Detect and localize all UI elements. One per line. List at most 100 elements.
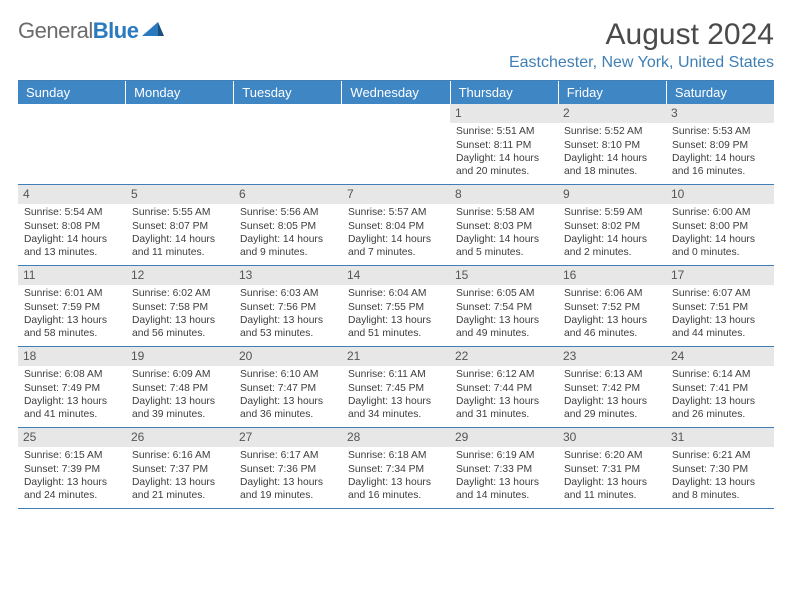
sunset-text: Sunset: 7:41 PM: [672, 382, 768, 395]
day-number: 16: [558, 266, 666, 285]
day-cell: 17Sunrise: 6:07 AMSunset: 7:51 PMDayligh…: [666, 266, 774, 346]
location-subtitle: Eastchester, New York, United States: [509, 54, 774, 72]
calendar: SundayMondayTuesdayWednesdayThursdayFrid…: [18, 80, 774, 509]
sunset-text: Sunset: 7:36 PM: [240, 463, 336, 476]
logo: GeneralBlue: [18, 18, 164, 44]
sunset-text: Sunset: 7:58 PM: [132, 301, 228, 314]
day-number: 2: [558, 104, 666, 123]
sunset-text: Sunset: 8:11 PM: [456, 139, 552, 152]
day-cell: 21Sunrise: 6:11 AMSunset: 7:45 PMDayligh…: [342, 347, 450, 427]
day-cell: 31Sunrise: 6:21 AMSunset: 7:30 PMDayligh…: [666, 428, 774, 508]
sunrise-text: Sunrise: 6:13 AM: [564, 368, 660, 381]
sunrise-text: Sunrise: 6:09 AM: [132, 368, 228, 381]
day-number: 24: [666, 347, 774, 366]
daylight-text: Daylight: 13 hours and 49 minutes.: [456, 314, 552, 340]
weekday-header: Monday: [126, 81, 234, 104]
sunrise-text: Sunrise: 6:05 AM: [456, 287, 552, 300]
month-title: August 2024: [509, 18, 774, 52]
sunset-text: Sunset: 7:48 PM: [132, 382, 228, 395]
sunrise-text: Sunrise: 5:56 AM: [240, 206, 336, 219]
day-cell: 26Sunrise: 6:16 AMSunset: 7:37 PMDayligh…: [126, 428, 234, 508]
day-number: 3: [666, 104, 774, 123]
sunset-text: Sunset: 7:34 PM: [348, 463, 444, 476]
sunrise-text: Sunrise: 5:59 AM: [564, 206, 660, 219]
sunset-text: Sunset: 7:55 PM: [348, 301, 444, 314]
sunset-text: Sunset: 8:08 PM: [24, 220, 120, 233]
day-cell: 20Sunrise: 6:10 AMSunset: 7:47 PMDayligh…: [234, 347, 342, 427]
sunset-text: Sunset: 7:39 PM: [24, 463, 120, 476]
weekday-header: Thursday: [451, 81, 559, 104]
logo-triangle-icon: [142, 20, 164, 43]
daylight-text: Daylight: 13 hours and 11 minutes.: [564, 476, 660, 502]
day-number: 10: [666, 185, 774, 204]
day-number: 20: [234, 347, 342, 366]
sunrise-text: Sunrise: 6:19 AM: [456, 449, 552, 462]
day-number: 29: [450, 428, 558, 447]
day-cell: .: [234, 104, 342, 184]
sunrise-text: Sunrise: 6:03 AM: [240, 287, 336, 300]
day-number: 5: [126, 185, 234, 204]
day-cell: 23 Sunrise: 6:13 AMSunset: 7:42 PMDayligh…: [558, 347, 666, 427]
daylight-text: Daylight: 13 hours and 29 minutes.: [564, 395, 660, 421]
sunrise-text: Sunrise: 6:04 AM: [348, 287, 444, 300]
day-number: 25: [18, 428, 126, 447]
daylight-text: Daylight: 13 hours and 36 minutes.: [240, 395, 336, 421]
day-number: 30: [558, 428, 666, 447]
weekday-header: Wednesday: [342, 81, 450, 104]
daylight-text: Daylight: 13 hours and 39 minutes.: [132, 395, 228, 421]
day-number: 23: [558, 347, 666, 366]
daylight-text: Daylight: 13 hours and 44 minutes.: [672, 314, 768, 340]
sunrise-text: Sunrise: 6:10 AM: [240, 368, 336, 381]
day-number: 19: [126, 347, 234, 366]
day-number: 12: [126, 266, 234, 285]
day-cell: 30Sunrise: 6:20 AMSunset: 7:31 PMDayligh…: [558, 428, 666, 508]
sunrise-text: Sunrise: 6:15 AM: [24, 449, 120, 462]
sunset-text: Sunset: 7:45 PM: [348, 382, 444, 395]
sunrise-text: Sunrise: 6:14 AM: [672, 368, 768, 381]
daylight-text: Daylight: 13 hours and 21 minutes.: [132, 476, 228, 502]
title-block: August 2024 Eastchester, New York, Unite…: [509, 18, 774, 72]
daylight-text: Daylight: 13 hours and 26 minutes.: [672, 395, 768, 421]
sunrise-text: Sunrise: 6:11 AM: [348, 368, 444, 381]
daylight-text: Daylight: 14 hours and 16 minutes.: [672, 152, 768, 178]
sunrise-text: Sunrise: 6:00 AM: [672, 206, 768, 219]
day-cell: 28Sunrise: 6:18 AMSunset: 7:34 PMDayligh…: [342, 428, 450, 508]
weekday-header: Sunday: [18, 81, 126, 104]
sunset-text: Sunset: 7:42 PM: [564, 382, 660, 395]
week-row: 4Sunrise: 5:54 AMSunset: 8:08 PMDaylight…: [18, 185, 774, 266]
day-number: 14: [342, 266, 450, 285]
day-cell: .: [126, 104, 234, 184]
day-cell: 14Sunrise: 6:04 AMSunset: 7:55 PMDayligh…: [342, 266, 450, 346]
sunrise-text: Sunrise: 6:16 AM: [132, 449, 228, 462]
sunset-text: Sunset: 7:30 PM: [672, 463, 768, 476]
daylight-text: Daylight: 14 hours and 18 minutes.: [564, 152, 660, 178]
daylight-text: Daylight: 13 hours and 53 minutes.: [240, 314, 336, 340]
day-cell: .: [342, 104, 450, 184]
sunrise-text: Sunrise: 6:08 AM: [24, 368, 120, 381]
day-number: 26: [126, 428, 234, 447]
sunrise-text: Sunrise: 5:58 AM: [456, 206, 552, 219]
day-number: 9: [558, 185, 666, 204]
sunrise-text: Sunrise: 5:57 AM: [348, 206, 444, 219]
day-cell: 22Sunrise: 6:12 AMSunset: 7:44 PMDayligh…: [450, 347, 558, 427]
sunset-text: Sunset: 8:07 PM: [132, 220, 228, 233]
sunrise-text: Sunrise: 6:12 AM: [456, 368, 552, 381]
weekday-header-row: SundayMondayTuesdayWednesdayThursdayFrid…: [18, 81, 774, 104]
day-cell: 29Sunrise: 6:19 AMSunset: 7:33 PMDayligh…: [450, 428, 558, 508]
sunrise-text: Sunrise: 6:07 AM: [672, 287, 768, 300]
sunset-text: Sunset: 7:59 PM: [24, 301, 120, 314]
sunset-text: Sunset: 7:31 PM: [564, 463, 660, 476]
sunset-text: Sunset: 8:02 PM: [564, 220, 660, 233]
day-number: 22: [450, 347, 558, 366]
sunset-text: Sunset: 8:05 PM: [240, 220, 336, 233]
sunrise-text: Sunrise: 6:21 AM: [672, 449, 768, 462]
sunset-text: Sunset: 8:09 PM: [672, 139, 768, 152]
daylight-text: Daylight: 13 hours and 46 minutes.: [564, 314, 660, 340]
day-cell: 7Sunrise: 5:57 AMSunset: 8:04 PMDaylight…: [342, 185, 450, 265]
logo-text-general: General: [18, 18, 93, 43]
day-cell: .: [18, 104, 126, 184]
daylight-text: Daylight: 14 hours and 11 minutes.: [132, 233, 228, 259]
daylight-text: Daylight: 13 hours and 8 minutes.: [672, 476, 768, 502]
daylight-text: Daylight: 13 hours and 56 minutes.: [132, 314, 228, 340]
day-cell: 11Sunrise: 6:01 AMSunset: 7:59 PMDayligh…: [18, 266, 126, 346]
